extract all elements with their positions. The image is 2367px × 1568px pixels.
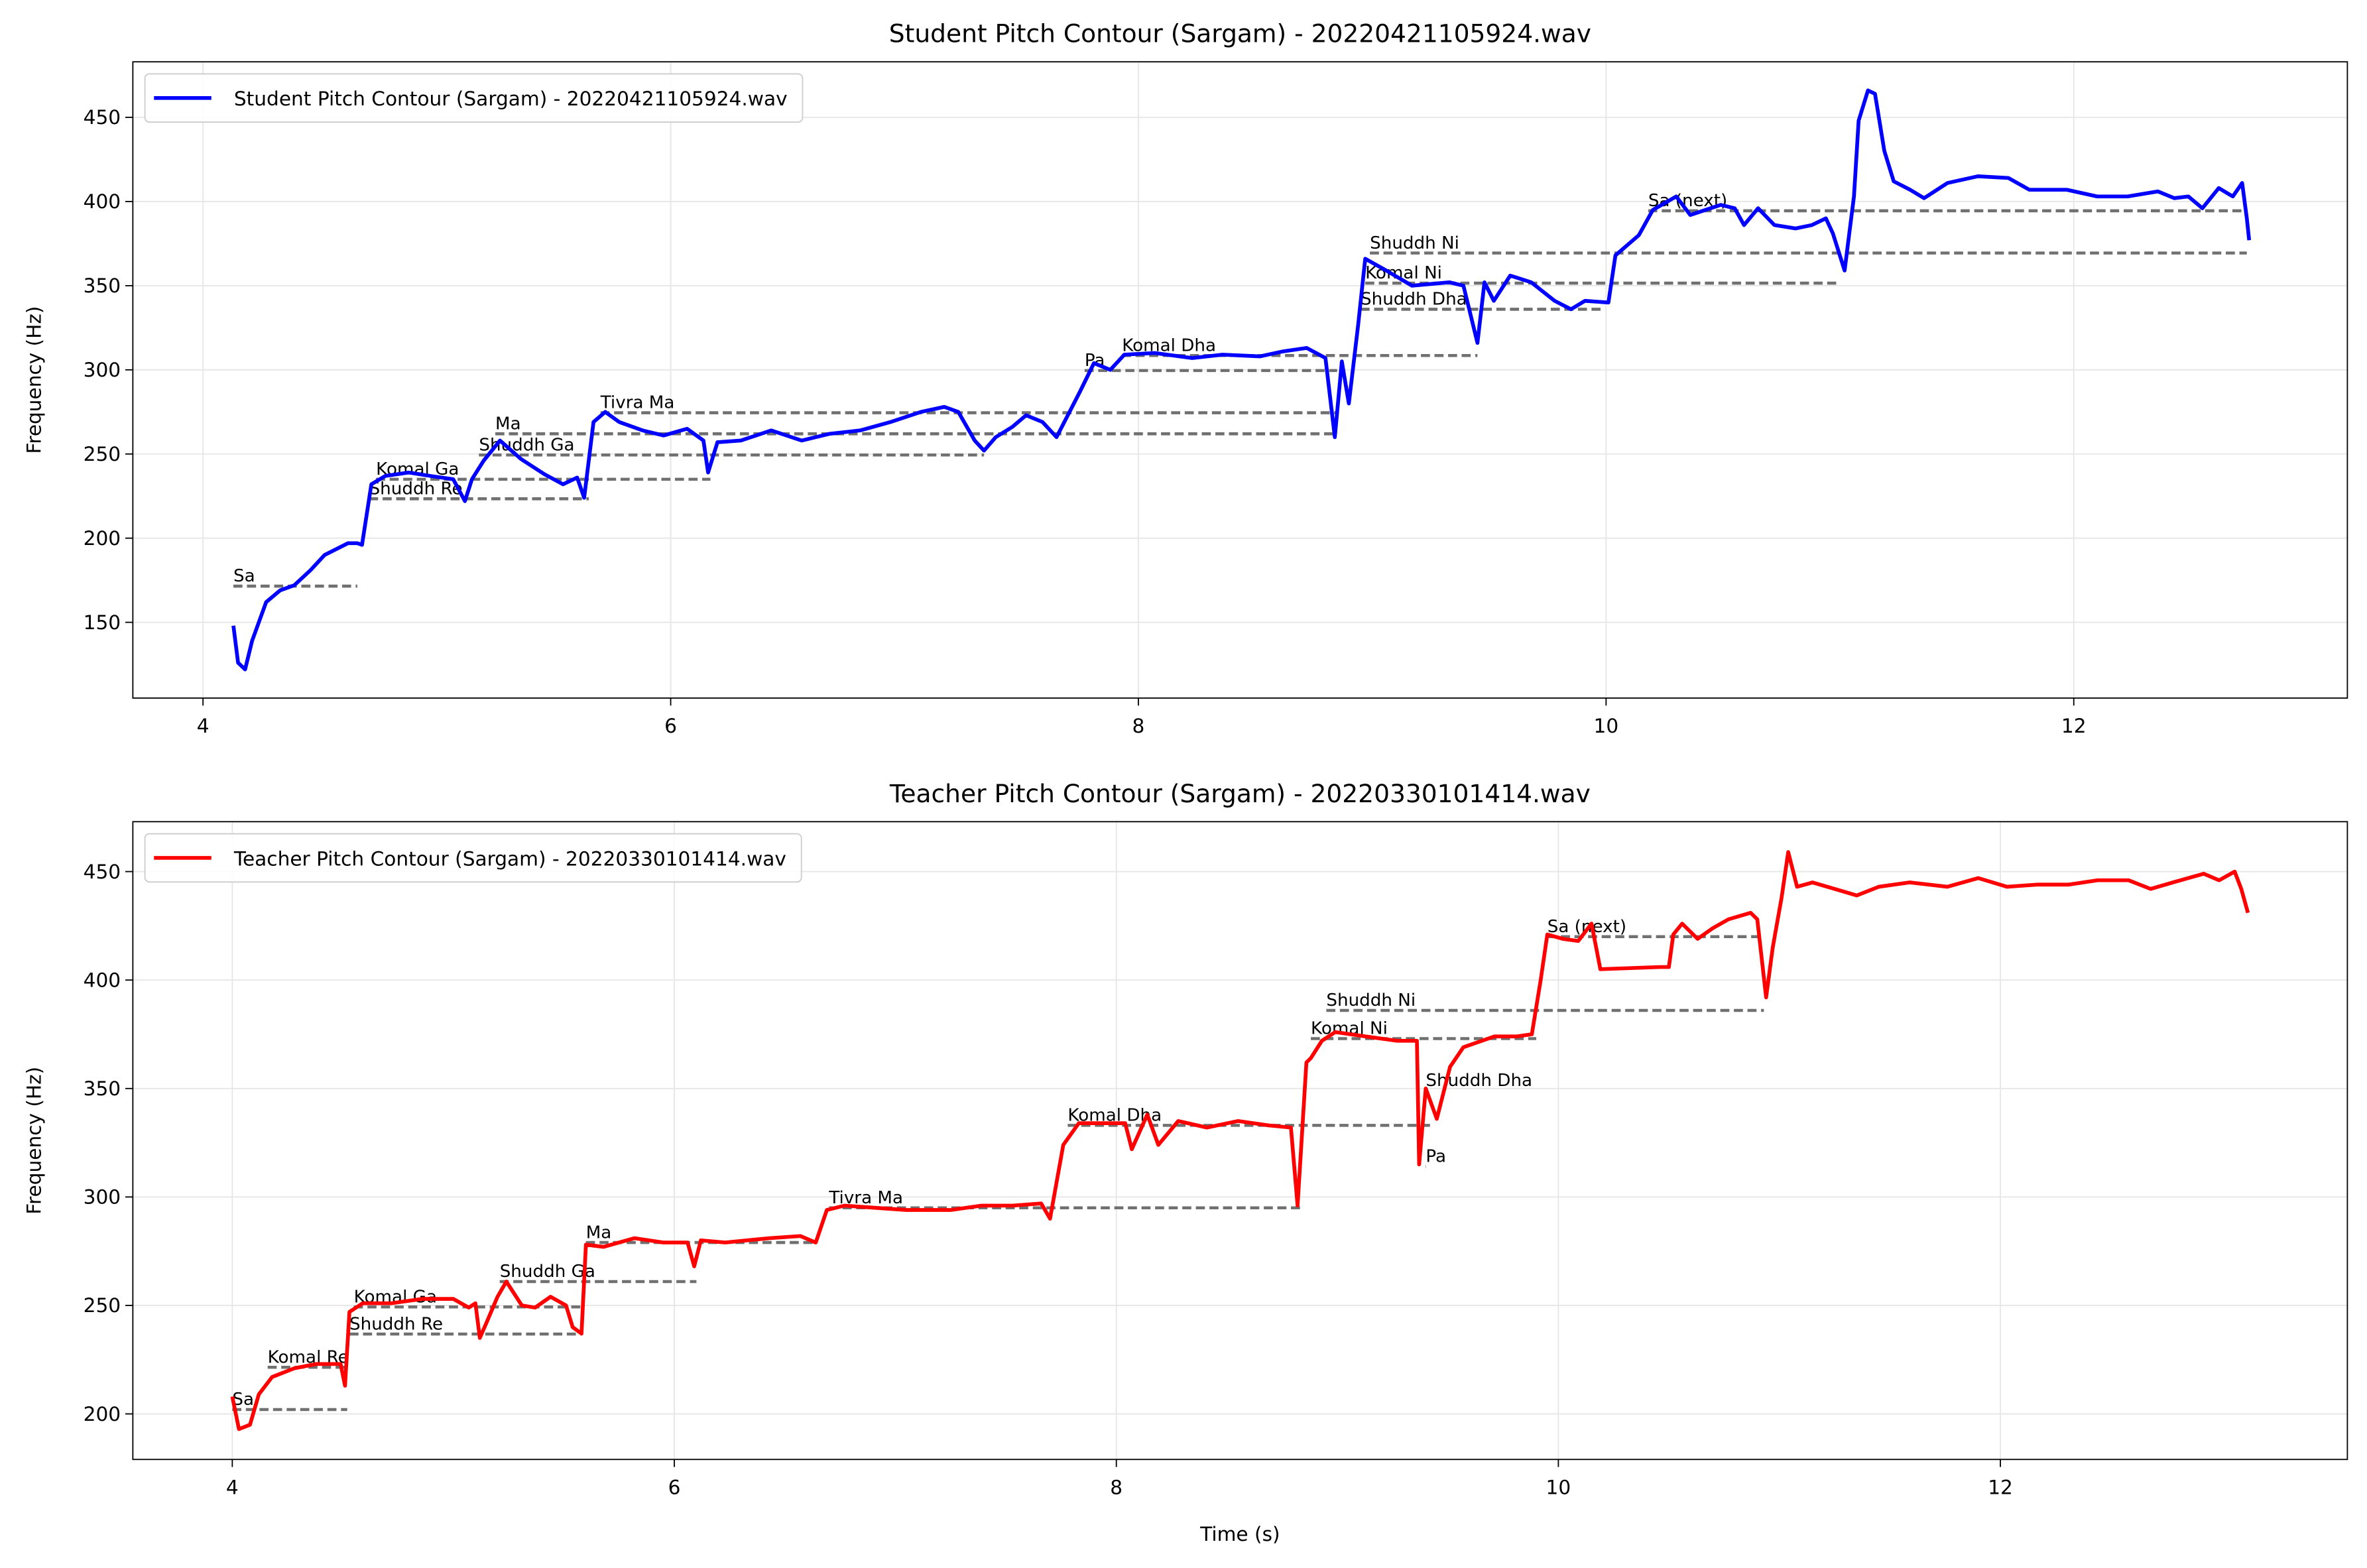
y-tick-label: 350 — [84, 1077, 121, 1100]
x-tick-label: 8 — [1110, 1477, 1123, 1499]
reference-label: Shuddh Dha — [1361, 290, 1467, 310]
y-tick-label: 300 — [84, 359, 121, 381]
reference-label: Shuddh Dha — [1426, 1071, 1532, 1091]
x-tick-label: 8 — [1132, 715, 1145, 737]
y-axis-label: Frequency (Hz) — [23, 1067, 45, 1215]
y-tick-label: 450 — [84, 861, 121, 883]
reference-label: Tivra Ma — [600, 393, 675, 413]
x-tick-label: 12 — [2061, 715, 2087, 737]
reference-label: Pa — [1426, 1147, 1446, 1167]
chart-title: Teacher Pitch Contour (Sargam) - 2022033… — [889, 779, 1591, 808]
x-tick-label: 6 — [668, 1477, 681, 1499]
legend: Student Pitch Contour (Sargam) - 2022042… — [144, 73, 804, 123]
reference-label: Sa — [233, 566, 255, 586]
y-tick-label: 350 — [84, 274, 121, 297]
y-tick-label: 150 — [84, 611, 121, 634]
y-tick-label: 250 — [84, 443, 121, 465]
legend-label: Student Pitch Contour (Sargam) - 2022042… — [234, 88, 788, 110]
x-tick-label: 10 — [1594, 715, 1619, 737]
legend: Teacher Pitch Contour (Sargam) - 2022033… — [144, 833, 802, 883]
legend-box — [144, 833, 802, 883]
reference-label: Shuddh Re — [369, 479, 463, 499]
x-tick-label: 4 — [197, 715, 210, 737]
legend-box — [144, 73, 804, 123]
reference-label: Shuddh Ga — [479, 435, 574, 455]
reference-label: Ma — [586, 1223, 612, 1242]
reference-label: Shuddh Re — [349, 1314, 443, 1334]
x-axis-label: Time (s) — [1199, 1523, 1280, 1545]
chart-title: Student Pitch Contour (Sargam) - 2022042… — [889, 19, 1591, 48]
y-tick-label: 200 — [84, 527, 121, 550]
y-tick-label: 400 — [84, 190, 121, 213]
x-tick-label: 4 — [226, 1477, 239, 1499]
reference-label: Shuddh Ga — [500, 1262, 595, 1282]
pitch-line — [231, 88, 2252, 672]
plot-frame — [132, 821, 2348, 1461]
reference-label: Ma — [495, 414, 521, 434]
reference-label: Shuddh Ni — [1326, 991, 1416, 1010]
y-tick-label: 400 — [84, 969, 121, 991]
legend-label: Teacher Pitch Contour (Sargam) - 2022033… — [233, 847, 786, 870]
plot-frame — [132, 61, 2348, 699]
y-tick-label: 200 — [84, 1403, 121, 1425]
y-tick-label: 450 — [84, 106, 121, 129]
x-tick-label: 10 — [1546, 1477, 1571, 1499]
reference-label: Shuddh Ni — [1370, 233, 1459, 253]
pitch-line — [230, 850, 2250, 1431]
y-tick-label: 300 — [84, 1186, 121, 1209]
x-tick-label: 6 — [664, 715, 677, 737]
x-tick-label: 12 — [1988, 1477, 2013, 1499]
y-axis-label: Frequency (Hz) — [23, 306, 45, 454]
y-tick-label: 250 — [84, 1294, 121, 1317]
